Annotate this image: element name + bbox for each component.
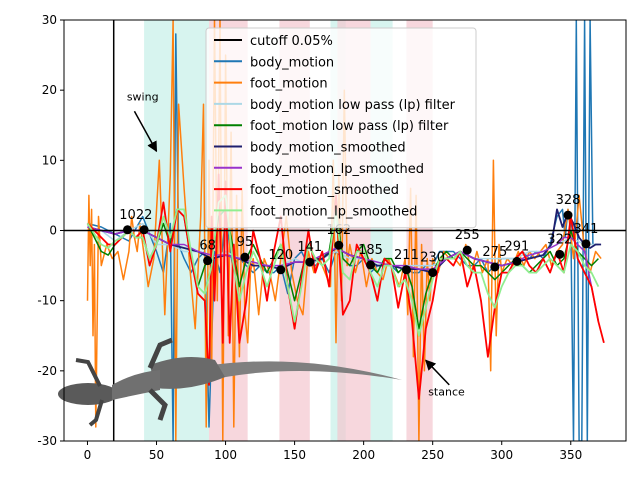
y-tick-label-5: 20 [42,83,57,97]
y-tick-label-3: 0 [49,224,57,238]
legend-label-4: foot_motion low pass (lp) filter [250,119,449,134]
y-tick-label-1: -20 [37,364,57,378]
key-point-14 [563,210,573,220]
key-point-0 [123,225,133,235]
key-point-label-8: 211 [394,248,419,263]
reference-lines [64,20,626,441]
key-point-10 [462,245,472,255]
series-lines [86,20,605,441]
legend-label-1: body_motion [250,55,334,70]
key-point-9 [428,268,438,278]
key-point-label-1: 22 [136,208,153,223]
key-point-label-2: 68 [199,239,216,254]
x-tick-label-6: 300 [490,448,513,462]
legend-label-3: body_motion low pass (lp) filter [250,98,456,113]
key-point-label-0: 10 [119,208,136,223]
axes: 0 50 100 150 200 250 300 350 -30 -20 -10 0 10 20 30 [37,13,627,462]
key-point-label-13: 322 [547,232,572,247]
key-point-label-14: 328 [556,193,581,208]
key-points [123,210,591,278]
key-point-5 [305,257,315,267]
y-tick-label-0: -30 [37,434,57,448]
legend-box [205,27,477,229]
key-point-label-15: 341 [574,222,599,237]
legend-label-2: foot_motion [250,77,328,92]
annotation-swing: swing [127,91,159,104]
lizard-illustration [58,337,402,427]
x-tick-label-4: 200 [352,448,375,462]
key-point-11 [490,262,500,272]
key-point-label-10: 255 [455,228,480,243]
key-point-15 [581,239,591,249]
key-point-2 [203,256,213,266]
key-point-12 [512,256,522,266]
key-point-13 [555,249,565,259]
key-point-3 [240,252,250,262]
x-tick-label-5: 250 [421,448,444,462]
key-point-1 [139,225,149,235]
annotation-arrow-swing [133,110,158,153]
key-point-label-12: 291 [504,239,529,254]
key-point-label-9: 230 [420,251,445,266]
x-tick-label-1: 50 [149,448,164,462]
key-point-4 [276,265,286,275]
key-point-7 [366,260,376,270]
key-point-label-7: 185 [358,243,383,258]
legend-label-6: body_motion_lp_smoothed [250,162,424,177]
y-tick-label-4: 10 [42,153,57,167]
legend-label-0: cutoff 0.05% [250,34,333,49]
x-tick-label-3: 150 [283,448,306,462]
y-tick-label-2: -10 [37,294,57,308]
key-point-8 [401,265,411,275]
legend-label-8: foot_motion_lp_smoothed [250,204,417,219]
key-point-6 [334,240,344,250]
legend-label-5: body_motion_smoothed [250,141,406,156]
key-point-label-11: 275 [482,245,507,260]
series-line-foot-motion-lp-smoothed [86,194,600,337]
key-point-label-3: 95 [237,235,254,250]
y-tick-label-6: 30 [42,13,57,27]
key-point-label-5: 141 [297,240,322,255]
x-tick-label-7: 350 [559,448,582,462]
annotation-arrow-stance [425,359,450,386]
x-tick-label-2: 100 [214,448,237,462]
x-tick-label-0: 0 [84,448,92,462]
legend: cutoff 0.05% body_motion foot_motion body_m… [205,27,477,229]
legend-label-7: foot_motion_smoothed [250,183,399,198]
annotation-stance: stance [428,385,465,398]
key-point-label-4: 120 [268,248,293,263]
